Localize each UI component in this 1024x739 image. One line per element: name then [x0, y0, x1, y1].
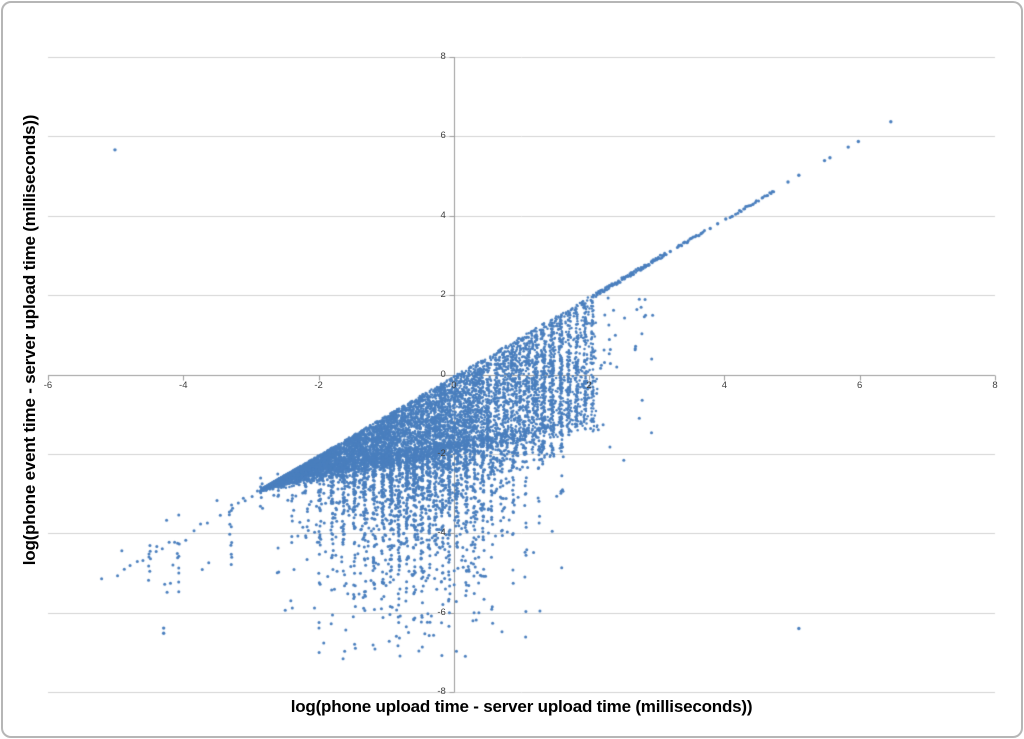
- y-tick-label: 4: [440, 209, 446, 221]
- x-axis-title: log(phone upload time - server upload ti…: [290, 697, 753, 716]
- x-tick-label: 0: [451, 380, 457, 391]
- x-tick-label: -6: [43, 380, 53, 391]
- x-tick-label: -2: [314, 380, 323, 391]
- x-tick-label: 8: [992, 380, 998, 391]
- y-tick-label: -6: [437, 606, 446, 618]
- x-tick-label: 6: [857, 380, 863, 391]
- y-tick-label: 6: [440, 130, 446, 142]
- y-tick-label: -4: [437, 527, 446, 539]
- y-tick-label: -2: [437, 447, 446, 459]
- y-axis-title: log(phone event time - server upload tim…: [20, 114, 39, 566]
- x-tick-label: -4: [179, 380, 188, 391]
- y-tick-label: 0: [440, 368, 446, 380]
- y-tick-label: 2: [440, 289, 446, 301]
- y-tick-label: -8: [437, 686, 446, 697]
- y-tick-label: 8: [440, 51, 446, 62]
- x-tick-label: 2: [586, 380, 592, 391]
- x-tick-label: 4: [721, 380, 728, 391]
